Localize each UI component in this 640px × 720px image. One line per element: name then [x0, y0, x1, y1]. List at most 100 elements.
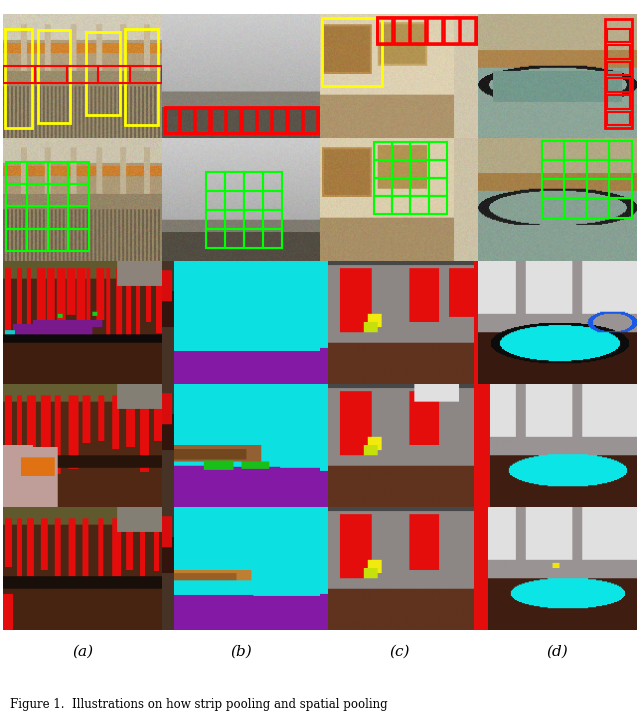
Bar	[377, 17, 477, 44]
Bar	[609, 161, 632, 179]
Bar	[47, 229, 68, 251]
Bar	[206, 172, 225, 191]
Bar	[444, 18, 459, 42]
Bar	[68, 184, 89, 207]
Bar	[605, 19, 632, 127]
Bar	[4, 30, 32, 127]
Bar	[27, 207, 47, 229]
Bar	[244, 191, 263, 210]
Bar	[164, 107, 319, 132]
Bar	[609, 141, 632, 161]
Bar	[429, 143, 447, 161]
Bar	[410, 161, 429, 178]
Bar	[429, 161, 447, 178]
Bar	[6, 162, 27, 184]
Text: (d): (d)	[547, 644, 568, 658]
Bar	[541, 161, 564, 179]
Bar	[392, 196, 410, 214]
Bar	[374, 143, 392, 161]
Bar	[427, 18, 442, 42]
Bar	[609, 179, 632, 199]
Bar	[410, 196, 429, 214]
Bar	[225, 210, 244, 229]
Bar	[564, 161, 587, 179]
Bar	[410, 18, 426, 42]
Bar	[225, 229, 244, 248]
Bar	[410, 143, 429, 161]
Bar	[374, 196, 392, 214]
Bar	[99, 66, 130, 84]
Bar	[225, 172, 244, 191]
Bar	[460, 18, 476, 42]
Bar	[180, 108, 194, 132]
Text: (c): (c)	[389, 644, 410, 658]
Bar	[541, 141, 564, 161]
Bar	[67, 66, 99, 84]
Bar	[263, 191, 282, 210]
Bar	[195, 108, 209, 132]
Bar	[587, 199, 609, 217]
Bar	[607, 62, 630, 76]
Bar	[68, 162, 89, 184]
Bar	[587, 179, 609, 199]
Bar	[211, 108, 225, 132]
Bar	[6, 229, 27, 251]
Text: (b): (b)	[230, 644, 252, 658]
Bar	[564, 179, 587, 199]
Bar	[263, 172, 282, 191]
Bar	[392, 161, 410, 178]
Bar	[38, 30, 70, 122]
Bar	[607, 95, 630, 109]
Bar	[3, 66, 35, 84]
Bar	[321, 18, 382, 86]
Bar	[564, 199, 587, 217]
Bar	[130, 66, 162, 84]
Bar	[27, 162, 47, 184]
Bar	[587, 141, 609, 161]
Bar	[257, 108, 271, 132]
Bar	[27, 229, 47, 251]
Bar	[374, 178, 392, 196]
Bar	[429, 196, 447, 214]
Bar	[6, 184, 27, 207]
Bar	[68, 207, 89, 229]
Bar	[541, 199, 564, 217]
Bar	[27, 184, 47, 207]
Bar	[410, 178, 429, 196]
Bar	[68, 229, 89, 251]
Bar	[263, 210, 282, 229]
Bar	[47, 162, 68, 184]
Bar	[394, 18, 409, 42]
Bar	[609, 199, 632, 217]
Bar	[607, 112, 630, 125]
Bar	[541, 179, 564, 199]
Bar	[273, 108, 286, 132]
Bar	[206, 191, 225, 210]
Bar	[263, 229, 282, 248]
Bar	[164, 108, 179, 132]
Text: (a): (a)	[72, 644, 93, 658]
Bar	[6, 207, 27, 229]
Bar	[374, 161, 392, 178]
Bar	[35, 66, 67, 84]
Bar	[225, 191, 244, 210]
Bar	[47, 207, 68, 229]
Bar	[392, 178, 410, 196]
Bar	[564, 141, 587, 161]
Bar	[607, 29, 630, 42]
Bar	[392, 143, 410, 161]
Bar	[244, 229, 263, 248]
Bar	[303, 108, 317, 132]
Bar	[86, 32, 120, 115]
Bar	[607, 45, 630, 59]
Bar	[607, 78, 630, 92]
Bar	[244, 210, 263, 229]
Text: Figure 1.  Illustrations on how strip pooling and spatial pooling: Figure 1. Illustrations on how strip poo…	[10, 698, 387, 711]
Bar	[125, 30, 159, 125]
Bar	[429, 178, 447, 196]
Bar	[587, 161, 609, 179]
Bar	[226, 108, 240, 132]
Bar	[47, 184, 68, 207]
Bar	[241, 108, 255, 132]
Bar	[244, 172, 263, 191]
